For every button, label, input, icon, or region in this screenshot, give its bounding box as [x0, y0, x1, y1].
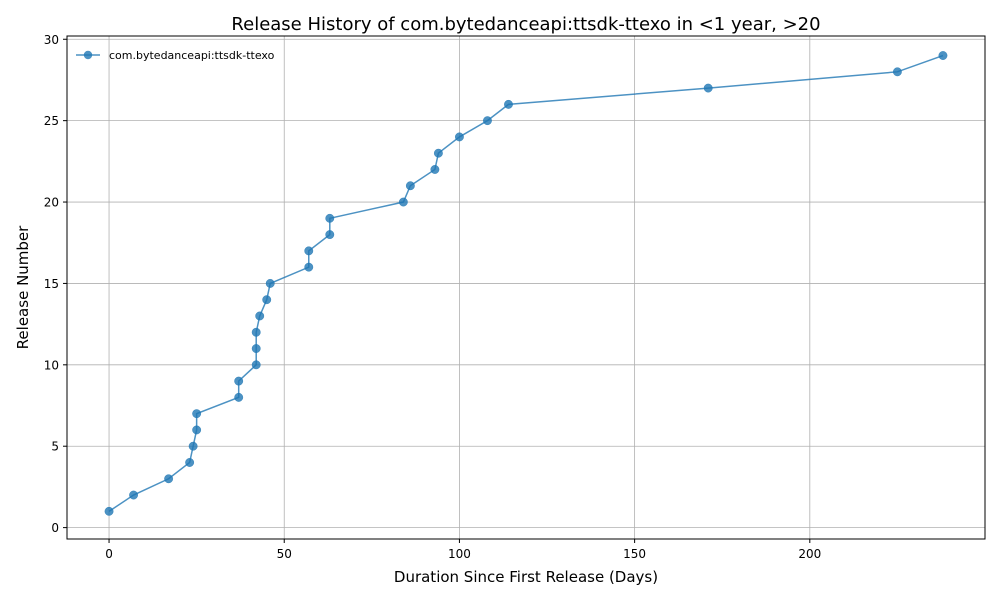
data-point	[405, 181, 415, 191]
data-point	[504, 99, 513, 109]
data-point	[251, 344, 261, 353]
y-tick-label: 25	[44, 114, 59, 128]
y-axis-label: Release Number	[14, 225, 32, 349]
data-point	[129, 490, 139, 500]
data-point	[192, 425, 202, 435]
data-point	[234, 392, 244, 402]
x-tick-label: 200	[798, 547, 821, 561]
data-point	[234, 376, 244, 386]
data-point	[433, 148, 443, 158]
data-point	[251, 360, 261, 370]
data-point	[262, 295, 272, 305]
y-tick-label: 20	[44, 196, 59, 210]
data-point	[454, 132, 464, 142]
data-point	[304, 262, 314, 272]
series-layer	[104, 51, 948, 516]
data-point	[703, 83, 713, 93]
legend-entry-label: com.bytedanceapi:ttsdk-ttexo	[109, 49, 275, 62]
y-tick-label: 10	[44, 358, 59, 372]
data-point	[164, 474, 174, 484]
data-point	[892, 67, 902, 77]
data-point	[251, 327, 261, 337]
x-tick-label: 50	[277, 547, 292, 561]
y-tick-label: 30	[44, 33, 59, 47]
x-axis-label: Duration Since First Release (Days)	[394, 568, 658, 586]
plot-frame	[66, 35, 986, 540]
y-axis: 0 5 10 15 20 25 30	[44, 33, 67, 535]
data-point	[255, 311, 265, 321]
x-tick-label: 150	[623, 547, 646, 561]
x-tick-label: 0	[105, 547, 113, 561]
data-point	[938, 51, 948, 60]
data-point	[304, 246, 314, 256]
y-tick-label: 15	[44, 277, 59, 291]
x-axis: 0 50 100 150 200	[105, 539, 821, 561]
chart-title: Release History of com.bytedanceapi:ttsd…	[231, 14, 820, 35]
data-point	[325, 230, 335, 240]
legend-marker-swatch	[83, 50, 93, 60]
y-tick-label: 5	[51, 440, 59, 454]
data-point	[430, 165, 440, 174]
grid	[67, 36, 985, 539]
y-tick-label: 0	[51, 521, 59, 535]
legend: com.bytedanceapi:ttsdk-ttexo	[76, 49, 275, 62]
data-point	[185, 458, 195, 467]
data-point	[398, 197, 408, 207]
data-point	[265, 278, 275, 288]
x-tick-label: 100	[448, 547, 471, 561]
data-point	[325, 213, 335, 223]
data-point	[483, 116, 492, 126]
data-point	[188, 441, 198, 451]
data-point	[192, 409, 202, 419]
data-point	[104, 506, 114, 516]
